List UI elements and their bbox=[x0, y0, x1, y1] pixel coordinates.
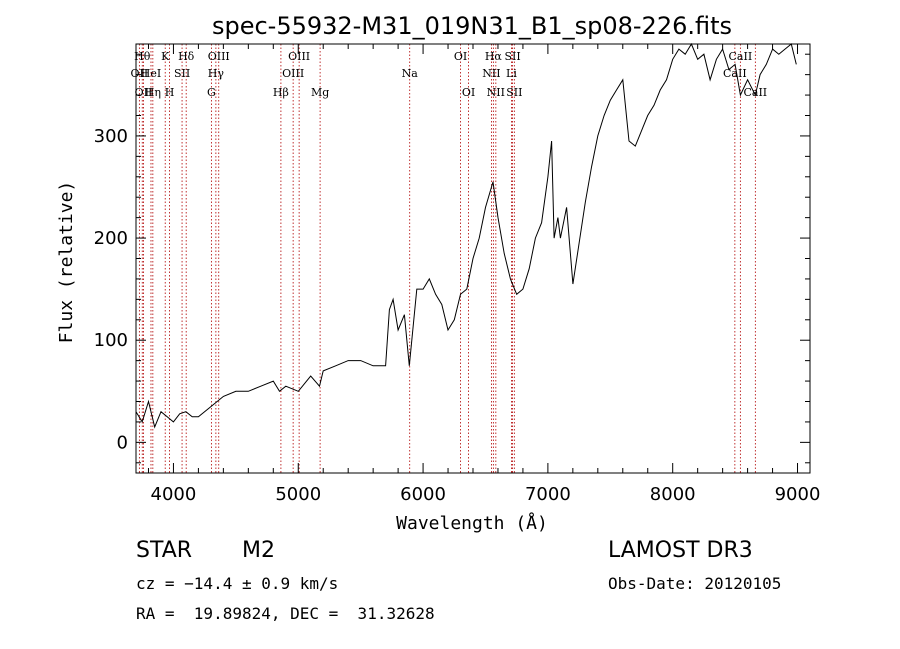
line-label: SII bbox=[504, 50, 520, 63]
redshift-cz: cz = −14.4 ± 0.9 km/s bbox=[136, 574, 339, 593]
object-class: STAR bbox=[136, 538, 193, 563]
line-label: H bbox=[165, 86, 175, 99]
y-axis-ticks: 0 100 200 300 bbox=[94, 53, 810, 464]
line-label: Hγ bbox=[208, 67, 225, 80]
line-label: OIII bbox=[282, 67, 304, 80]
line-label: NII bbox=[487, 86, 505, 99]
line-label: G bbox=[207, 86, 216, 99]
x-tick-label: 5000 bbox=[275, 484, 321, 505]
line-label: OI bbox=[454, 50, 467, 63]
line-label: CaII bbox=[729, 50, 753, 63]
y-tick-label: 0 bbox=[117, 432, 128, 453]
x-tick-label: 9000 bbox=[775, 484, 821, 505]
line-label: SII bbox=[174, 67, 190, 80]
spectrum-line bbox=[135, 42, 797, 429]
line-label: CaII bbox=[743, 86, 767, 99]
line-label: HeI bbox=[141, 67, 161, 80]
y-tick-label: 200 bbox=[94, 228, 128, 249]
line-label: K bbox=[161, 50, 170, 63]
line-label: Hη bbox=[145, 86, 161, 99]
observation-date: Obs-Date: 20120105 bbox=[608, 574, 782, 593]
line-label: Hθ bbox=[134, 50, 151, 63]
survey-name: LAMOST DR3 bbox=[608, 538, 753, 563]
line-label: Hβ bbox=[273, 86, 289, 99]
y-tick-label: 300 bbox=[94, 126, 128, 147]
x-axis-label: Wavelength (Å) bbox=[396, 512, 548, 534]
line-label: Na bbox=[402, 67, 419, 80]
line-label: OIII bbox=[288, 50, 310, 63]
line-label: OII bbox=[131, 67, 149, 80]
line-label: SII bbox=[506, 86, 522, 99]
x-tick-label: 6000 bbox=[400, 484, 446, 505]
line-label: OIII bbox=[208, 50, 230, 63]
x-tick-label: 4000 bbox=[151, 484, 197, 505]
line-label: Hα bbox=[485, 50, 503, 63]
object-subclass: M2 bbox=[242, 538, 275, 563]
coordinates: RA = 19.89824, DEC = 31.32628 bbox=[136, 604, 435, 623]
line-label: NII bbox=[482, 67, 500, 80]
line-label: OII bbox=[135, 86, 153, 99]
x-tick-label: 8000 bbox=[650, 484, 696, 505]
emission-line-markers bbox=[138, 44, 756, 473]
line-label: Mg bbox=[311, 86, 329, 99]
line-label: Hδ bbox=[178, 50, 195, 63]
y-tick-label: 100 bbox=[94, 330, 128, 351]
line-label: Li bbox=[506, 67, 517, 80]
x-axis-ticks: 4000 5000 6000 7000 8000 9000 bbox=[147, 44, 821, 505]
x-tick-label: 7000 bbox=[525, 484, 571, 505]
line-label: OI bbox=[462, 86, 475, 99]
y-axis-label: Flux (relative) bbox=[56, 181, 77, 344]
chart-title: spec-55932-M31_019N31_B1_sp08-226.fits bbox=[212, 12, 732, 40]
line-label: CaII bbox=[723, 67, 747, 80]
